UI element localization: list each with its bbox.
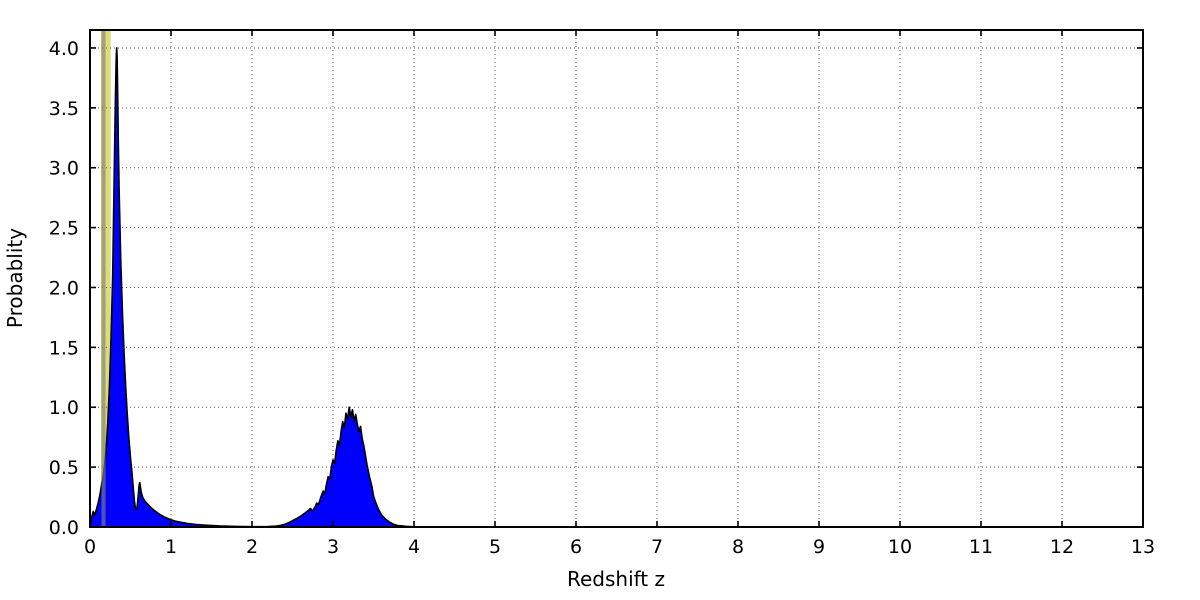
plot-frame bbox=[89, 29, 1144, 528]
y-tick-label: 1.5 bbox=[49, 337, 79, 359]
x-tick-label: 13 bbox=[1131, 536, 1155, 558]
y-tick-label: 1.0 bbox=[49, 397, 79, 419]
highlight-band-layer bbox=[100, 30, 111, 527]
series-layer bbox=[90, 47, 1143, 527]
x-tick-label: 10 bbox=[888, 536, 912, 558]
redshift-probability-density-outline bbox=[90, 47, 1143, 527]
x-tick-label: 4 bbox=[408, 536, 420, 558]
grid-layer bbox=[90, 30, 1143, 527]
x-tick-label: 8 bbox=[732, 536, 744, 558]
y-axis-title: Probablity bbox=[3, 228, 27, 328]
x-tick-label: 6 bbox=[570, 536, 582, 558]
y-tick-label: 3.5 bbox=[49, 98, 79, 120]
photoz-confidence-band bbox=[100, 30, 111, 527]
y-tick-label: 0.5 bbox=[49, 457, 79, 479]
x-tick-label: 0 bbox=[84, 536, 96, 558]
x-axis-title: Redshift z bbox=[567, 567, 665, 591]
x-axis-tick-labels: 0 1 2 3 4 5 6 7 8 9 10 11 12 13 bbox=[84, 536, 1155, 558]
y-tick-label: 0.0 bbox=[49, 517, 79, 539]
x-tick-label: 3 bbox=[327, 536, 339, 558]
x-tick-label: 11 bbox=[969, 536, 993, 558]
plot-background bbox=[90, 30, 1143, 527]
y-tick-label: 2.5 bbox=[49, 218, 79, 240]
x-tick-label: 1 bbox=[165, 536, 177, 558]
x-tick-label: 5 bbox=[489, 536, 501, 558]
y-tick-label: 4.0 bbox=[49, 38, 79, 60]
y-tick-label: 2.0 bbox=[49, 277, 79, 299]
x-tick-label: 2 bbox=[246, 536, 258, 558]
y-axis-tick-labels: 0.0 0.5 1.0 1.5 2.0 2.5 3.0 3.5 4.0 bbox=[49, 38, 79, 539]
marker-band-layer bbox=[101, 30, 106, 527]
x-tick-label: 7 bbox=[651, 536, 663, 558]
tick-marks bbox=[89, 30, 1144, 528]
specz-marker-band bbox=[101, 30, 106, 527]
x-tick-label: 12 bbox=[1050, 536, 1074, 558]
y-tick-label: 3.0 bbox=[49, 158, 79, 180]
x-tick-label: 9 bbox=[813, 536, 825, 558]
